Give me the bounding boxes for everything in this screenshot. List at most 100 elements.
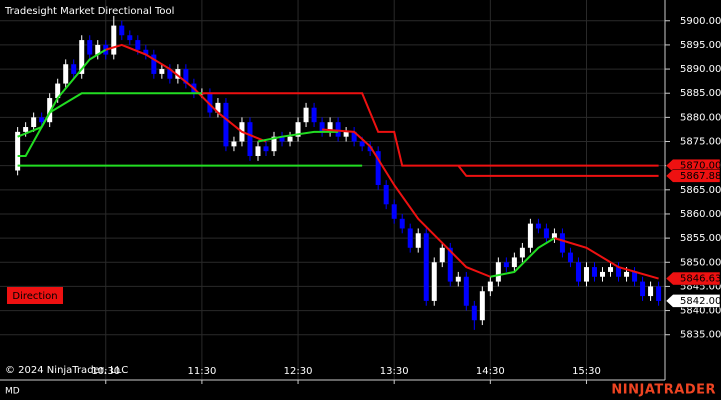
- candle-body: [327, 122, 333, 132]
- candle-body: [391, 204, 397, 219]
- y-tick-label: 5845.00: [680, 281, 721, 292]
- candle-body: [303, 107, 309, 123]
- candle-body: [351, 131, 357, 142]
- price-marker-label: 5842.00: [680, 296, 721, 307]
- candle-body: [151, 54, 157, 74]
- x-tick-label: 10:30: [91, 366, 120, 377]
- candle-body: [511, 257, 517, 268]
- chart-title: Tradesight Market Directional Tool: [4, 6, 174, 17]
- indicator-line: [457, 165, 659, 177]
- candle-body: [79, 40, 85, 74]
- candle-body: [543, 228, 549, 239]
- candle-body: [15, 131, 21, 171]
- candle-body: [287, 136, 293, 142]
- x-tick-label: 13:30: [380, 366, 409, 377]
- y-tick-label: 5900.00: [680, 16, 721, 27]
- candle-body: [175, 69, 181, 79]
- candle-body: [479, 291, 485, 321]
- candle-body: [231, 141, 237, 147]
- candle-body: [600, 271, 606, 277]
- candle-body: [503, 262, 509, 268]
- candle-body: [640, 281, 646, 297]
- indicator-line: [554, 237, 659, 280]
- candle-body: [215, 102, 221, 113]
- candle-body: [319, 122, 325, 132]
- candle-body: [616, 267, 622, 277]
- candle-body: [455, 276, 461, 282]
- candle-body: [207, 93, 213, 113]
- candle-body: [39, 117, 45, 123]
- candle-body: [63, 64, 69, 84]
- candle-body: [423, 233, 429, 301]
- candle-body: [519, 247, 525, 258]
- candle-body: [656, 286, 662, 301]
- y-tick-label: 5865.00: [680, 185, 721, 196]
- candle-body: [527, 223, 533, 248]
- instrument: MD: [5, 387, 20, 397]
- candle-body: [359, 141, 365, 147]
- y-tick-label: 5850.00: [680, 257, 721, 268]
- direction-button[interactable]: [7, 287, 63, 304]
- price-marker: [665, 271, 721, 286]
- indicator-line: [322, 128, 491, 278]
- candle-body: [559, 233, 565, 253]
- candle-body: [343, 131, 349, 137]
- candle-body: [624, 271, 630, 277]
- candle-body: [143, 49, 149, 55]
- candle-body: [583, 267, 589, 282]
- y-tick-label: 5835.00: [680, 330, 721, 341]
- candle-body: [311, 107, 317, 123]
- candle-body: [648, 286, 654, 297]
- x-tick-label: 15:30: [572, 366, 601, 377]
- candle-body: [471, 305, 477, 321]
- copyright: © 2024 NinjaTrader, LLC: [5, 365, 128, 376]
- direction-label[interactable]: Direction: [12, 291, 57, 302]
- candle-body: [431, 262, 437, 301]
- indicator-line: [105, 43, 267, 143]
- candle-body: [551, 233, 557, 239]
- candle-body: [111, 25, 117, 55]
- candle-body: [95, 44, 101, 55]
- candle-body: [295, 122, 301, 137]
- candle-body: [567, 252, 573, 263]
- candle-body: [223, 102, 229, 147]
- candle-body: [463, 276, 469, 306]
- candle-body: [271, 136, 277, 152]
- candle-body: [383, 184, 389, 205]
- candle-body: [447, 247, 453, 282]
- y-tick-label: 5895.00: [680, 40, 721, 51]
- candle-body: [135, 40, 141, 50]
- indicator-line: [257, 130, 339, 143]
- candle-body: [367, 146, 373, 152]
- candle-body: [247, 122, 253, 157]
- y-tick-label: 5855.00: [680, 233, 721, 244]
- candle-body: [159, 69, 165, 74]
- candle-body: [335, 122, 341, 137]
- price-marker: [665, 169, 721, 183]
- price-marker: [665, 294, 721, 308]
- x-tick-label: 12:30: [284, 366, 313, 377]
- candle-body: [279, 136, 285, 142]
- candle-body: [167, 69, 173, 79]
- candle-body: [71, 64, 77, 74]
- candle-body: [632, 271, 638, 282]
- candle-body: [119, 25, 125, 36]
- candle-body: [375, 151, 381, 185]
- candle-body: [575, 262, 581, 282]
- indicator-line: [490, 237, 555, 278]
- x-tick-label: 14:30: [476, 366, 505, 377]
- candle-body: [23, 127, 29, 132]
- indicator-line: [201, 92, 659, 167]
- candle-body: [31, 117, 37, 128]
- price-marker-label: 5870.00: [680, 161, 721, 172]
- y-tick-label: 5840.00: [680, 306, 721, 317]
- candle-body: [47, 98, 53, 123]
- candle-body: [415, 233, 421, 248]
- candle-body: [407, 228, 413, 248]
- candle-body: [608, 267, 614, 272]
- candle-body: [535, 223, 541, 229]
- indicator-line: [17, 48, 107, 138]
- candle-body: [439, 247, 445, 263]
- y-tick-label: 5890.00: [680, 64, 721, 75]
- y-tick-label: 5880.00: [680, 112, 721, 123]
